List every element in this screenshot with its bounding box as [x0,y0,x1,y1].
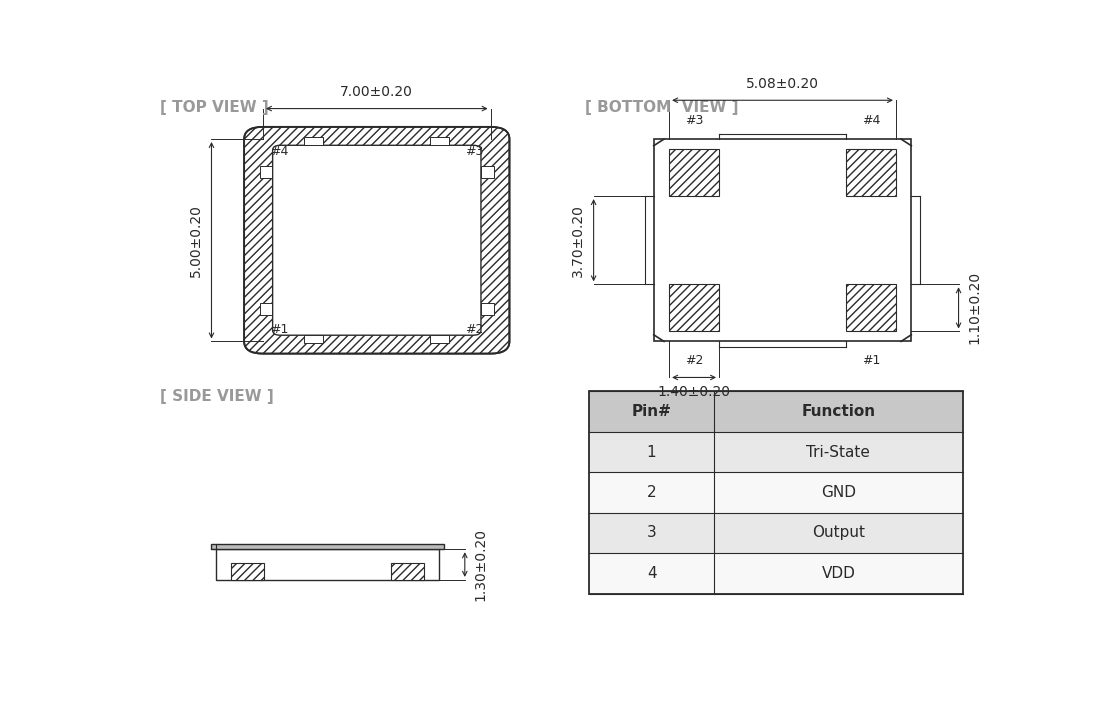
Bar [589,553,963,594]
Bar [589,392,963,594]
Bar [260,166,273,178]
Text: 1: 1 [647,444,656,459]
Text: 7.00±0.20: 7.00±0.20 [340,84,413,99]
Text: #3: #3 [685,114,704,127]
Bar [669,149,719,196]
Text: 4: 4 [647,566,656,581]
Text: #4: #4 [862,114,880,127]
Text: 2: 2 [647,485,656,500]
Bar [589,432,963,472]
Text: [ SIDE VIEW ]: [ SIDE VIEW ] [160,389,274,403]
Bar [430,336,450,343]
Text: [ BOTTOM  VIEW ]: [ BOTTOM VIEW ] [585,100,739,115]
Text: #2: #2 [685,354,704,366]
FancyBboxPatch shape [273,145,481,336]
Bar [391,563,423,580]
Bar [589,392,963,432]
Bar [481,166,494,178]
FancyBboxPatch shape [244,127,510,354]
Bar [216,549,439,580]
Bar [589,472,963,513]
Bar [430,137,450,145]
Bar [305,336,324,343]
Text: Function: Function [801,404,875,419]
Bar [305,137,324,145]
Text: VDD: VDD [821,566,855,581]
Text: #2: #2 [465,323,484,336]
Text: Pin#: Pin# [632,404,671,419]
Bar [232,563,264,580]
Bar [654,139,911,341]
Bar [260,302,273,315]
Text: 1.10±0.20: 1.10±0.20 [967,271,981,344]
Bar [481,302,494,315]
Text: #3: #3 [465,145,484,158]
Text: [ TOP VIEW ]: [ TOP VIEW ] [160,100,269,115]
Bar [589,513,963,553]
Bar [847,284,896,331]
Text: 1.30±0.20: 1.30±0.20 [473,528,488,601]
Bar [669,284,719,331]
Bar [211,544,444,549]
Text: #1: #1 [862,354,880,366]
Text: Output: Output [812,526,865,541]
Text: 5.08±0.20: 5.08±0.20 [746,77,819,91]
Text: GND: GND [821,485,855,500]
Text: 5.00±0.20: 5.00±0.20 [189,204,203,276]
Text: 3.70±0.20: 3.70±0.20 [571,204,585,276]
Text: #4: #4 [270,145,288,158]
Text: 1.40±0.20: 1.40±0.20 [657,385,730,399]
Text: Tri-State: Tri-State [807,444,870,459]
Text: #1: #1 [270,323,288,336]
Bar [847,149,896,196]
Text: 3: 3 [647,526,656,541]
